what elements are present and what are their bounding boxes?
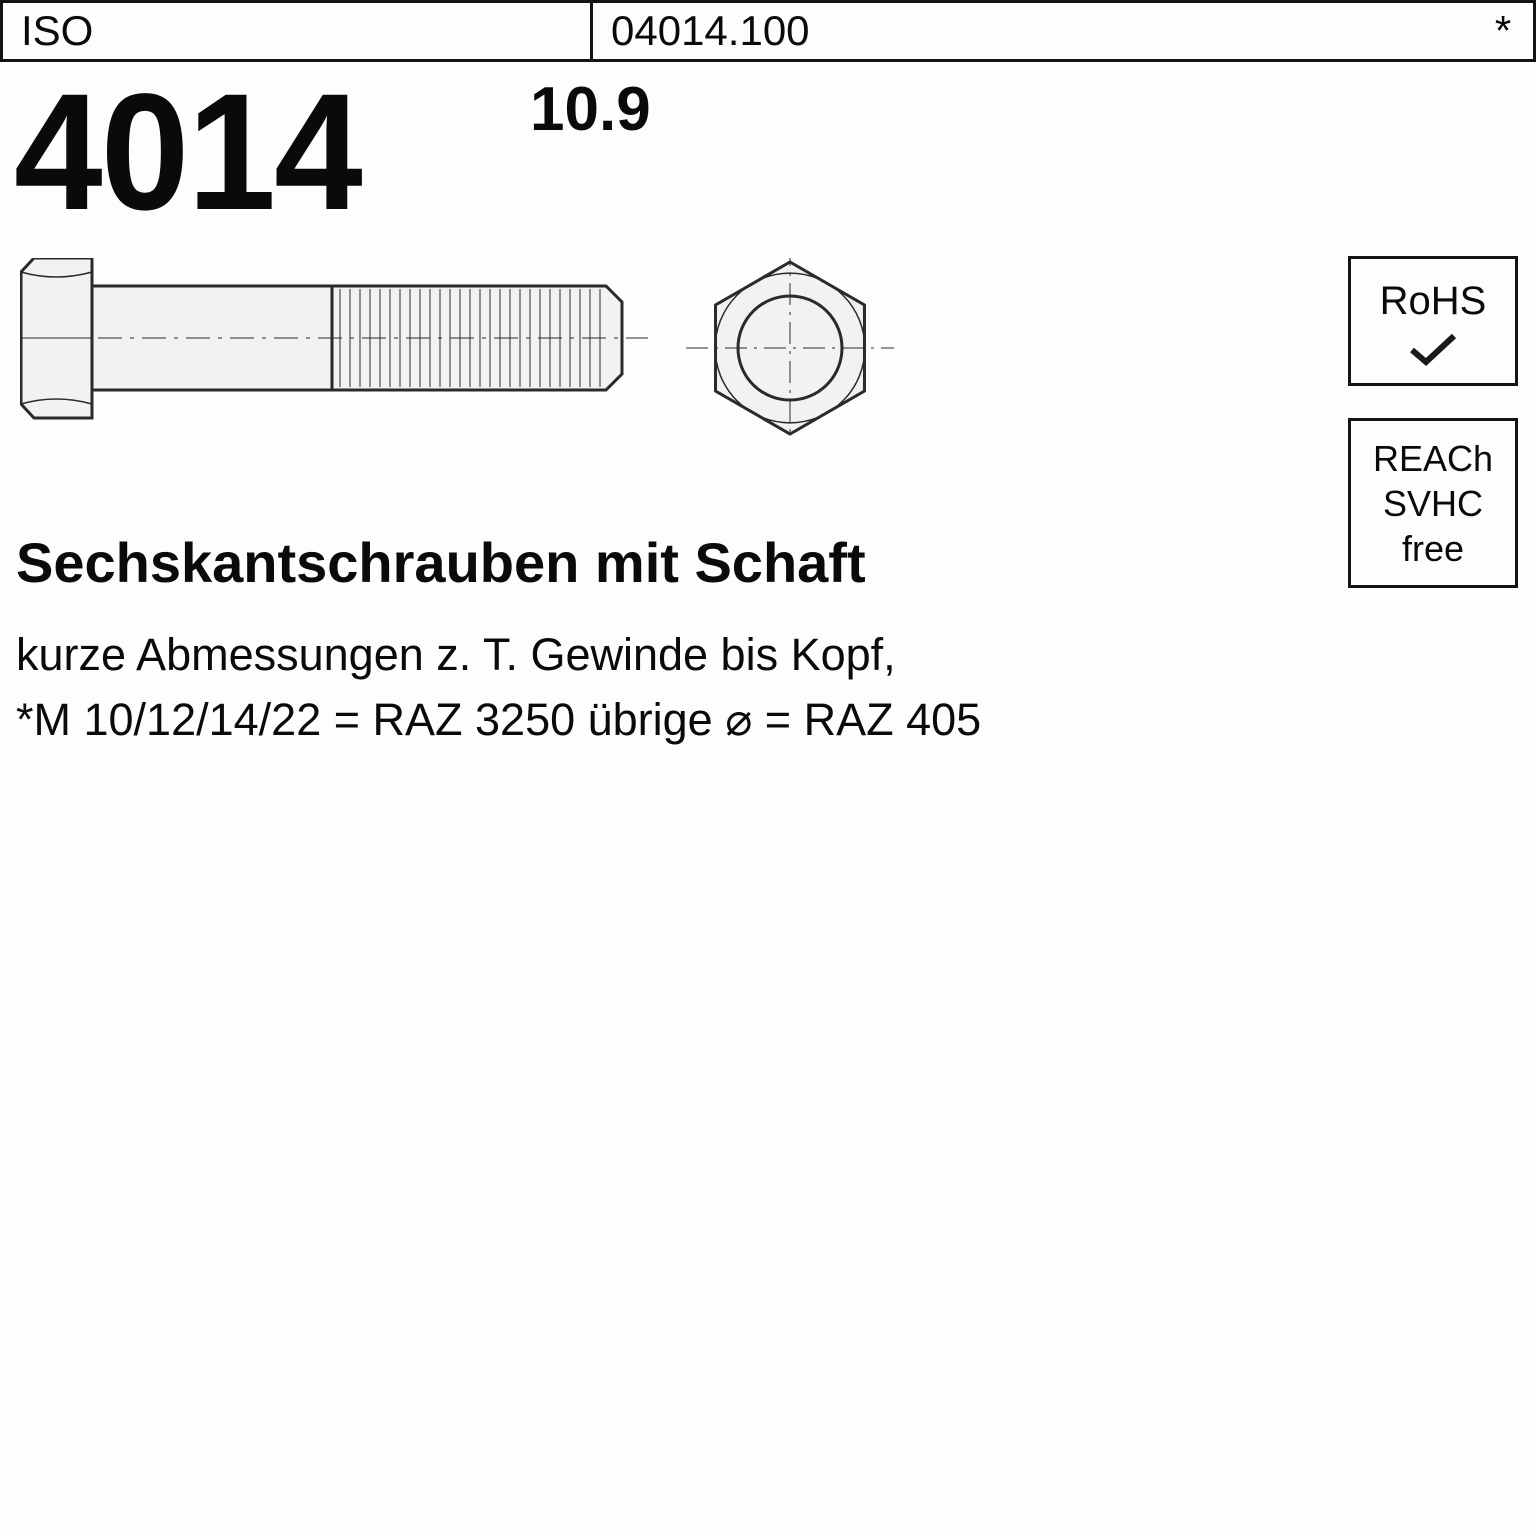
- reach-badge: REACh SVHC free: [1348, 418, 1518, 588]
- bolt-diagram-icon: [20, 258, 920, 438]
- product-description: kurze Abmessungen z. T. Gewinde bis Kopf…: [16, 622, 981, 753]
- desc-line-2: *M 10/12/14/22 = RAZ 3250 übrige ⌀ = RAZ…: [16, 687, 981, 752]
- reach-line-2: SVHC: [1383, 481, 1483, 526]
- standard-number: 4014: [14, 58, 361, 248]
- datasheet-page: ISO 04014.100 * 4014 10.9 Sechskantschra…: [0, 0, 1536, 1078]
- reach-line-1: REACh: [1373, 436, 1493, 481]
- rohs-label: RoHS: [1380, 279, 1487, 324]
- header-row: ISO 04014.100 *: [0, 0, 1536, 62]
- technical-drawing: [20, 258, 920, 438]
- product-title: Sechskantschrauben mit Schaft: [16, 530, 866, 595]
- desc-line-1: kurze Abmessungen z. T. Gewinde bis Kopf…: [16, 622, 981, 687]
- compliance-badges: RoHS REACh SVHC free: [1348, 256, 1518, 620]
- header-standard: ISO: [3, 3, 593, 59]
- header-asterisk: *: [1473, 3, 1533, 59]
- property-class: 10.9: [530, 74, 651, 145]
- check-icon: [1406, 330, 1460, 370]
- rohs-badge: RoHS: [1348, 256, 1518, 386]
- reach-line-3: free: [1402, 526, 1464, 571]
- header-article-code: 04014.100: [593, 3, 1473, 59]
